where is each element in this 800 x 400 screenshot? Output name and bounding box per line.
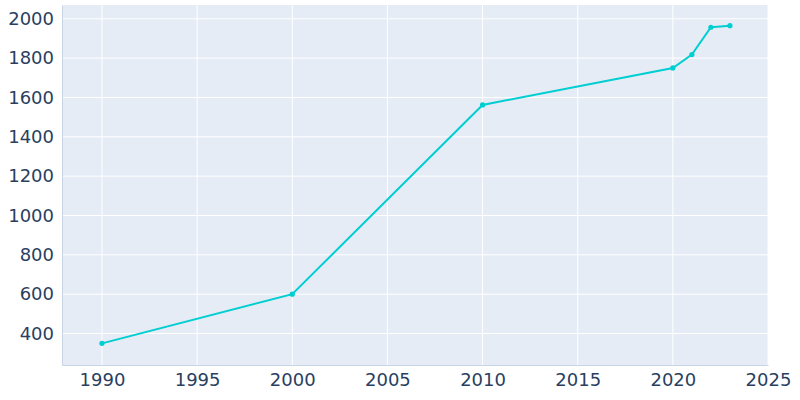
tick: 2010 — [460, 365, 506, 390]
tick-label: 800 — [20, 244, 54, 265]
tick-label: 2010 — [460, 369, 506, 390]
x-axis-line — [63, 365, 769, 366]
tick: 2025 — [746, 365, 792, 390]
tick-label: 2025 — [746, 369, 792, 390]
tick-label: 2020 — [650, 369, 696, 390]
tick: 1800 — [8, 47, 62, 68]
tick: 800 — [20, 244, 62, 265]
tick-label: 2015 — [555, 369, 601, 390]
tick: 2020 — [650, 365, 696, 390]
grid-line-y — [62, 333, 768, 334]
tick: 600 — [20, 283, 62, 304]
tick-label: 2000 — [270, 369, 316, 390]
tick: 1995 — [175, 365, 221, 390]
grid-line-x — [482, 5, 483, 365]
grid-line-y — [62, 18, 768, 19]
grid-line-y — [62, 215, 768, 216]
grid-line-x — [101, 5, 102, 365]
tick-label: 1000 — [8, 205, 54, 226]
grid-line-x — [768, 5, 769, 365]
tick-label: 1600 — [8, 87, 54, 108]
tick: 1000 — [8, 205, 62, 226]
series — [99, 23, 732, 346]
y-axis-line — [62, 6, 63, 366]
grid-line-x — [577, 5, 578, 365]
grid-line-y — [62, 136, 768, 137]
marker — [480, 102, 485, 107]
marker — [290, 292, 295, 297]
tick-label: 1200 — [8, 165, 54, 186]
grid-line-x — [672, 5, 673, 365]
grid-line-x — [292, 5, 293, 365]
grid-line-x — [387, 5, 388, 365]
tick-label: 1400 — [8, 126, 54, 147]
tick: 2015 — [555, 365, 601, 390]
line — [102, 26, 730, 344]
grid-line-y — [62, 294, 768, 295]
grid-line-y — [62, 58, 768, 59]
grid-line-x — [197, 5, 198, 365]
y-axis: 400 600 800 1000 1200 1400 1600 1800 2000 — [8, 6, 62, 366]
chart: 1990 1995 2000 2005 2010 2015 2020 2025 400 600 80… — [0, 0, 800, 400]
marker — [708, 25, 713, 30]
plot: 1990 1995 2000 2005 2010 2015 2020 2025 400 600 80… — [8, 5, 791, 390]
tick: 2000 — [8, 8, 62, 29]
marker — [670, 65, 675, 70]
grid — [62, 5, 768, 365]
grid-line-y — [62, 97, 768, 98]
tick-label: 2000 — [8, 8, 54, 29]
tick: 1600 — [8, 87, 62, 108]
tick: 2000 — [270, 365, 316, 390]
plot-background — [62, 5, 768, 365]
tick-label: 1800 — [8, 47, 54, 68]
tick: 2005 — [365, 365, 411, 390]
tick-label: 600 — [20, 283, 54, 304]
x-axis: 1990 1995 2000 2005 2010 2015 2020 2025 — [63, 365, 792, 390]
marker — [99, 341, 104, 346]
tick: 1990 — [80, 365, 126, 390]
tick-label: 1995 — [175, 369, 221, 390]
tick: 1200 — [8, 165, 62, 186]
tick: 1400 — [8, 126, 62, 147]
grid-line-y — [62, 254, 768, 255]
grid-line-y — [62, 176, 768, 177]
tick-label: 400 — [20, 323, 54, 344]
tick-label: 1990 — [80, 369, 126, 390]
tick: 400 — [20, 323, 62, 344]
marker — [727, 23, 732, 28]
marker — [689, 52, 694, 57]
tick-label: 2005 — [365, 369, 411, 390]
